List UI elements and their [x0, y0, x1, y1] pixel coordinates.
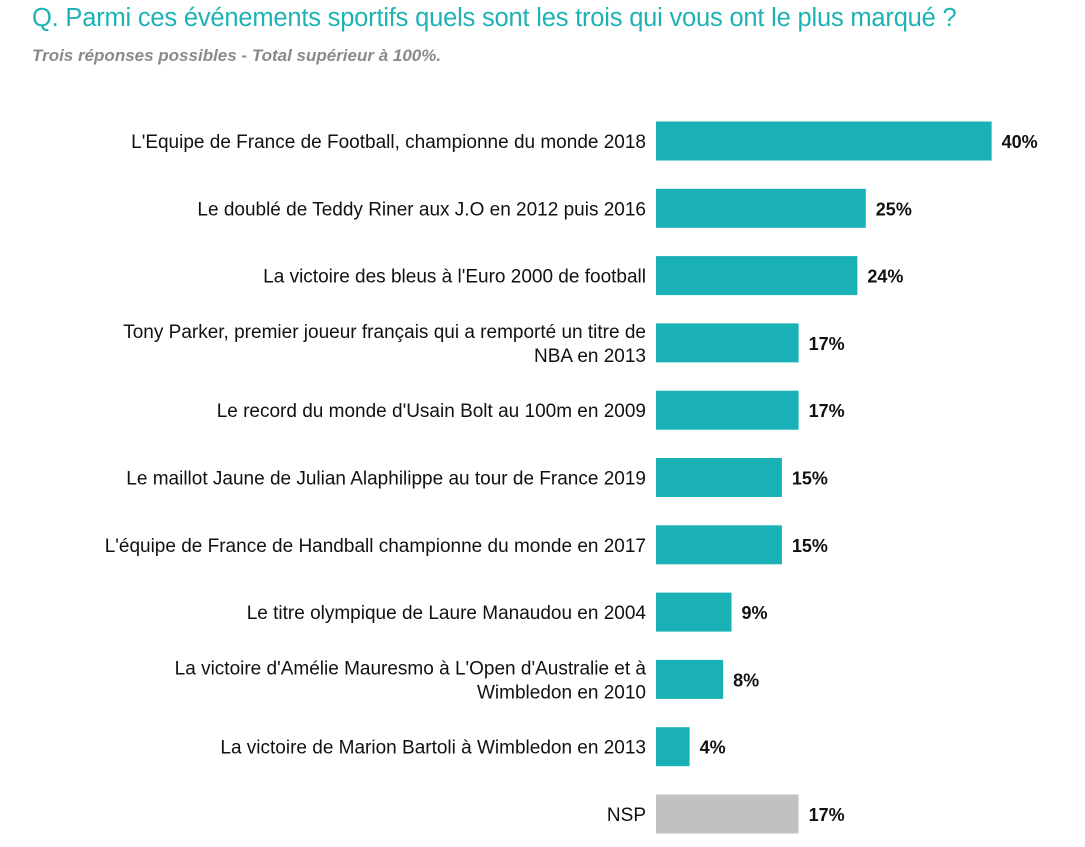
value-label: 40% [1002, 132, 1038, 152]
category-label-line: La victoire des bleus à l'Euro 2000 de f… [263, 267, 646, 288]
bar [656, 659, 724, 699]
bar [656, 121, 992, 161]
bar [656, 458, 782, 497]
value-label: 17% [809, 805, 845, 825]
category-label: Le maillot Jaune de Julian Alaphilippe a… [126, 469, 646, 490]
value-label: 24% [867, 267, 903, 287]
category-label-line: La victoire de Marion Bartoli à Wimbledo… [220, 738, 646, 759]
category-label: L'équipe de France de Handball championn… [105, 536, 646, 557]
category-label: L'Equipe de France de Football, champion… [131, 132, 646, 153]
bar [656, 390, 799, 430]
category-label-line: NBA en 2013 [534, 346, 646, 367]
category-label: Le record du monde d'Usain Bolt au 100m … [217, 401, 646, 422]
category-label: Le titre olympique de Laure Manaudou en … [247, 603, 647, 624]
category-label-line: Wimbledon en 2010 [477, 682, 646, 703]
page-subtitle: Trois réponses possibles - Total supérie… [32, 46, 442, 65]
category-label: Le doublé de Teddy Riner aux J.O en 2012… [197, 199, 646, 220]
value-label: 9% [742, 603, 768, 623]
category-label-line: L'équipe de France de Handball championn… [105, 536, 646, 557]
category-label: Tony Parker, premier joueur français qui… [123, 322, 646, 367]
bar [656, 323, 799, 363]
value-label: 25% [876, 199, 912, 219]
category-label-line: Le doublé de Teddy Riner aux J.O en 2012… [197, 199, 646, 220]
value-label: 15% [792, 536, 828, 556]
bar [656, 256, 858, 296]
category-label-line: Le maillot Jaune de Julian Alaphilippe a… [126, 469, 646, 490]
category-label-line: NSP [607, 805, 646, 826]
value-label: 4% [700, 738, 726, 758]
category-label: La victoire de Marion Bartoli à Wimbledo… [220, 738, 646, 759]
category-label-line: Le record du monde d'Usain Bolt au 100m … [217, 401, 646, 422]
category-label: NSP [607, 805, 646, 826]
category-label-line: L'Equipe de France de Football, champion… [131, 132, 646, 153]
value-label: 8% [733, 670, 759, 690]
bar [656, 525, 782, 565]
bar [656, 794, 799, 834]
value-label: 17% [809, 334, 845, 354]
bar [656, 727, 690, 767]
category-label: La victoire des bleus à l'Euro 2000 de f… [263, 267, 646, 288]
page-title: Q. Parmi ces événements sportifs quels s… [32, 4, 957, 32]
bar [656, 188, 866, 228]
value-label: 15% [792, 469, 828, 489]
category-label-line: La victoire d'Amélie Mauresmo à L'Open d… [175, 658, 647, 679]
category-label: La victoire d'Amélie Mauresmo à L'Open d… [175, 658, 647, 703]
bar [656, 592, 732, 632]
category-label-line: Tony Parker, premier joueur français qui… [123, 322, 646, 343]
value-label: 17% [809, 401, 845, 421]
category-label-line: Le titre olympique de Laure Manaudou en … [247, 603, 647, 624]
